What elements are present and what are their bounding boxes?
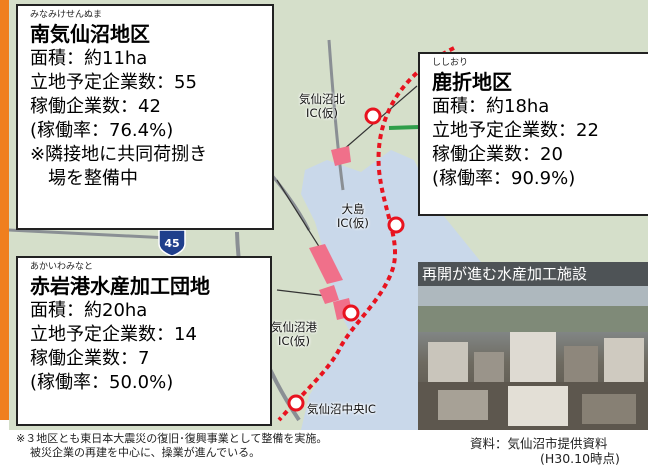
ic-sub: IC(仮) [337,216,369,230]
route-shield-icon [158,229,186,257]
ic-label-kesennuma-chuo: 気仙沼中央IC [307,402,376,416]
route-shield-number: 45 [164,237,179,250]
photo-image [418,262,648,430]
photo-building [438,390,488,420]
area-box-akaiwa: あかいわみなと 赤岩港水産加工団地 面積：約20ha 立地予定企業数：14 稼働… [16,256,272,426]
area-box-shishiori: ししおり 鹿折地区 面積：約18ha 立地予定企業数：22 稼働企業数：20 (… [418,52,648,216]
ic-label-oshima: 大島 IC(仮) [337,202,369,230]
area-reading: みなみけせんぬま [30,10,103,20]
area-box-minamikesennuma: みなみけせんぬま 南気仙沼地区 面積：約11ha 立地予定企業数：55 稼働企業… [16,4,274,230]
area-title: 鹿折地区 [432,70,512,94]
source-line: 資料：気仙沼市提供資料 [470,436,608,451]
ic-sub: IC(仮) [278,334,310,348]
area-line: 場を整備中 [30,168,138,189]
source-note: 資料：気仙沼市提供資料 (H30.10時点) [470,436,620,466]
area-line: (稼働率：76.4%) [30,120,174,141]
photo-building [510,332,556,382]
accent-bar [0,0,9,420]
ic-marker [387,216,405,234]
area-akaiwa [319,285,339,304]
area-title: 赤岩港水産加工団地 [30,274,210,298]
ic-marker [287,394,305,412]
area-minamikesennuma [309,244,343,284]
area-line: 面積：約20ha [30,300,148,321]
area-line: (稼働率：90.9%) [432,168,576,189]
leader-line [276,289,328,297]
photo-building [582,394,636,424]
area-title: 南気仙沼地区 [30,22,150,46]
area-line: 稼働企業数：42 [30,96,161,117]
photo-caption: 再開が進む水産加工施設 [418,262,648,286]
area-reading: あかいわみなと [30,262,94,272]
area-line: 稼働企業数：7 [30,348,150,369]
leader-line [276,179,326,257]
photo-building [564,346,598,382]
area-line: ※隣接地に共同荷捌き [30,144,208,165]
ic-label-kesennuma-kita: 気仙沼北 IC(仮) [299,92,345,120]
ic-name: 気仙沼港 [271,320,317,334]
ic-marker [342,304,360,322]
ic-label-kesennuma-ko: 気仙沼港 IC(仮) [271,320,317,348]
ic-marker [364,107,382,125]
area-reading: ししおり [432,58,469,68]
area-line: 面積：約18ha [432,96,550,117]
footnote-line: ※３地区とも東日本大震災の復旧･復興事業として整備を実施。 [16,432,328,445]
photo-panel: 再開が進む水産加工施設 [418,262,648,430]
ic-sub: IC(仮) [306,106,338,120]
area-line: 稼働企業数：20 [432,144,563,165]
photo-building [474,352,504,382]
ic-name: 大島 [341,202,365,216]
area-line: 面積：約11ha [30,48,148,69]
photo-hills [418,306,648,332]
photo-building [428,342,468,382]
ic-name: 気仙沼中央IC [307,402,376,416]
photo-building [604,338,644,382]
source-date: (H30.10時点) [540,451,620,466]
photo-building [508,386,568,426]
footnote: ※３地区とも東日本大震災の復旧･復興事業として整備を実施。 被災企業の再建を中心… [16,432,416,460]
area-line: 立地予定企業数：14 [30,324,197,345]
road [9,228,170,240]
area-line: 立地予定企業数：55 [30,72,197,93]
footnote-line: 被災企業の再建を中心に、操業が進んでいる。 [30,446,261,459]
road [327,39,345,191]
area-line: 立地予定企業数：22 [432,120,599,141]
ic-name: 気仙沼北 [299,92,345,106]
area-line: (稼働率：50.0%) [30,372,174,393]
area-shishiori [331,146,351,166]
